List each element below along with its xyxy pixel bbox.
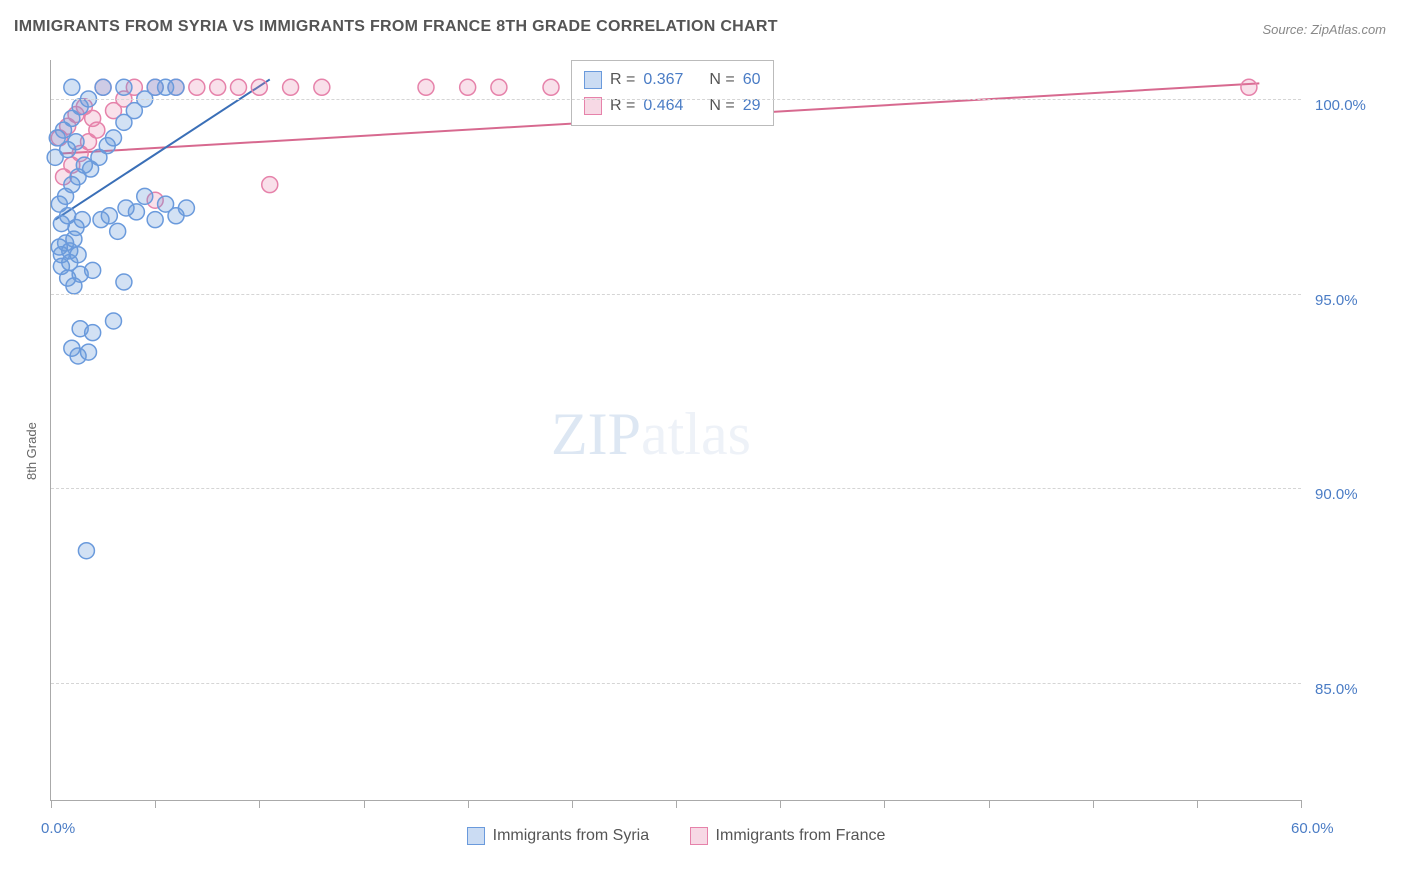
point-france [543, 79, 559, 95]
point-syria [62, 255, 78, 271]
x-tick [780, 800, 781, 808]
point-syria [168, 79, 184, 95]
point-syria [74, 212, 90, 228]
point-syria [68, 134, 84, 150]
legend-correlation: R = 0.367 N = 60 R = 0.464 N = 29 [571, 60, 774, 126]
legend-series: Immigrants from Syria Immigrants from Fr… [51, 827, 1301, 850]
y-tick-label: 85.0% [1315, 681, 1358, 698]
point-france [460, 79, 476, 95]
y-tick-label: 95.0% [1315, 292, 1358, 309]
point-syria [95, 79, 111, 95]
x-tick [468, 800, 469, 808]
point-france [283, 79, 299, 95]
chart-container: IMMIGRANTS FROM SYRIA VS IMMIGRANTS FROM… [0, 0, 1406, 892]
legend-n-syria: 60 [743, 71, 761, 89]
x-tick [1197, 800, 1198, 808]
point-syria [70, 348, 86, 364]
point-syria [178, 200, 194, 216]
swatch-syria-icon [584, 71, 602, 89]
legend-item-france: Immigrants from France [690, 827, 886, 845]
point-france [262, 177, 278, 193]
legend-label-syria: Immigrants from Syria [493, 827, 649, 845]
x-tick [51, 800, 52, 808]
point-france [1241, 79, 1257, 95]
point-france [85, 110, 101, 126]
x-tick [884, 800, 885, 808]
point-syria [78, 543, 94, 559]
point-syria [128, 204, 144, 220]
x-tick [364, 800, 365, 808]
point-syria [116, 274, 132, 290]
y-tick-label: 100.0% [1315, 97, 1366, 114]
point-syria [106, 313, 122, 329]
point-syria [64, 79, 80, 95]
point-france [231, 79, 247, 95]
legend-r-label: R = [610, 71, 635, 89]
legend-label-france: Immigrants from France [716, 827, 886, 845]
point-france [189, 79, 205, 95]
point-france [251, 79, 267, 95]
legend-item-syria: Immigrants from Syria [467, 827, 649, 845]
legend-n-label: N = [709, 71, 734, 89]
gridline-h [51, 488, 1301, 489]
x-tick [259, 800, 260, 808]
point-syria [85, 325, 101, 341]
x-tick [1301, 800, 1302, 808]
point-syria [106, 130, 122, 146]
x-tick [155, 800, 156, 808]
point-syria [147, 212, 163, 228]
gridline-h [51, 683, 1301, 684]
point-france [210, 79, 226, 95]
x-tick-label: 60.0% [1291, 820, 1334, 837]
y-axis-label: 8th Grade [24, 422, 39, 480]
plot-svg [51, 60, 1301, 800]
point-syria [85, 262, 101, 278]
y-tick-label: 90.0% [1315, 486, 1358, 503]
x-tick-label: 0.0% [41, 820, 75, 837]
swatch-syria-icon-2 [467, 827, 485, 845]
x-tick [572, 800, 573, 808]
legend-r-syria: 0.367 [643, 71, 683, 89]
point-syria [110, 223, 126, 239]
x-tick [1093, 800, 1094, 808]
swatch-france-icon-2 [690, 827, 708, 845]
gridline-h [51, 99, 1301, 100]
gridline-h [51, 294, 1301, 295]
point-syria [137, 188, 153, 204]
point-france [491, 79, 507, 95]
point-france [314, 79, 330, 95]
chart-title: IMMIGRANTS FROM SYRIA VS IMMIGRANTS FROM… [14, 18, 778, 36]
source-attribution: Source: ZipAtlas.com [1262, 22, 1386, 37]
plot-area: ZIPatlas R = 0.367 N = 60 R = 0.464 N = … [50, 60, 1301, 801]
x-tick [989, 800, 990, 808]
legend-row-france: R = 0.464 N = 29 [584, 93, 761, 119]
point-syria [116, 79, 132, 95]
point-syria [101, 208, 117, 224]
legend-row-syria: R = 0.367 N = 60 [584, 67, 761, 93]
x-tick [676, 800, 677, 808]
point-france [418, 79, 434, 95]
